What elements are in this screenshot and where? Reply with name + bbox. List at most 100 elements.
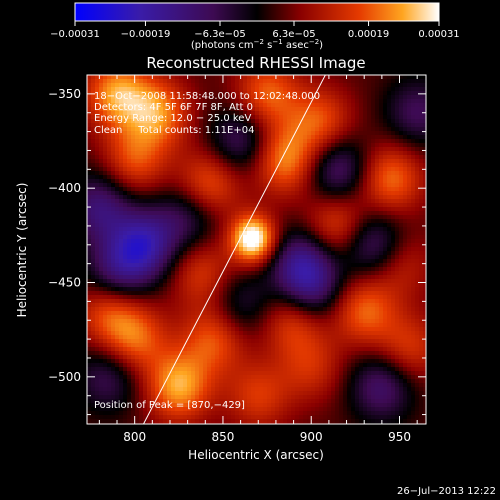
heatmap-cell [311, 191, 316, 196]
heatmap-cell [179, 167, 184, 172]
heatmap-cell [375, 151, 380, 156]
heatmap-cell [351, 99, 356, 104]
heatmap-cell [219, 187, 224, 192]
heatmap-cell [107, 79, 112, 84]
heatmap-cell [299, 187, 304, 192]
heatmap-cell [143, 95, 148, 100]
heatmap-cell [127, 147, 132, 152]
heatmap-cell [295, 115, 300, 120]
heatmap-cell [283, 287, 288, 292]
heatmap-cell [127, 259, 132, 264]
heatmap-cell [323, 151, 328, 156]
heatmap-cell [371, 87, 376, 92]
heatmap-cell [319, 255, 324, 260]
heatmap-cell [331, 291, 336, 296]
heatmap-cell [147, 231, 152, 236]
heatmap-cell [115, 163, 120, 168]
heatmap-cell [163, 151, 168, 156]
heatmap-cell [143, 295, 148, 300]
heatmap-cell [339, 119, 344, 124]
heatmap-cell [215, 191, 220, 196]
heatmap-cell [391, 159, 396, 164]
heatmap-cell [291, 279, 296, 284]
heatmap-cell [279, 279, 284, 284]
heatmap-cell [159, 303, 164, 308]
heatmap-cell [235, 299, 240, 304]
heatmap-cell [167, 267, 172, 272]
heatmap-cell [195, 139, 200, 144]
heatmap-cell [343, 207, 348, 212]
heatmap-cell [159, 231, 164, 236]
heatmap-cell [219, 143, 224, 148]
heatmap-cell [271, 299, 276, 304]
heatmap-cell [295, 299, 300, 304]
heatmap-cell [207, 123, 212, 128]
heatmap-cell [323, 275, 328, 280]
heatmap-cell [399, 231, 404, 236]
heatmap-cell [111, 255, 116, 260]
heatmap-cell [119, 231, 124, 236]
heatmap-cell [247, 255, 252, 260]
heatmap-cell [99, 191, 104, 196]
heatmap-cell [251, 95, 256, 100]
heatmap-cell [323, 155, 328, 160]
heatmap-cell [187, 131, 192, 136]
heatmap-cell [155, 227, 160, 232]
heatmap-cell [343, 191, 348, 196]
heatmap-cell [315, 163, 320, 168]
heatmap-cell [339, 267, 344, 272]
heatmap-cell [319, 243, 324, 248]
heatmap-cell [387, 99, 392, 104]
heatmap-cell [387, 179, 392, 184]
heatmap-cell [311, 159, 316, 164]
heatmap-cell [187, 155, 192, 160]
heatmap-cell [223, 295, 228, 300]
heatmap-cell [295, 227, 300, 232]
heatmap-cell [111, 195, 116, 200]
heatmap-cell [399, 199, 404, 204]
heatmap-cell [379, 275, 384, 280]
heatmap-cell [283, 231, 288, 236]
heatmap-cell [291, 259, 296, 264]
heatmap-cell [107, 107, 112, 112]
heatmap-cell [111, 187, 116, 192]
heatmap-cell [395, 215, 400, 220]
heatmap-cell [319, 75, 324, 80]
heatmap-cell [315, 219, 320, 224]
heatmap-cell [163, 211, 168, 216]
heatmap-cell [143, 255, 148, 260]
heatmap-cell [415, 247, 420, 252]
heatmap-cell [115, 239, 120, 244]
heatmap-cell [247, 295, 252, 300]
heatmap-cell [411, 119, 416, 124]
heatmap-cell [407, 263, 412, 268]
heatmap-cell [359, 223, 364, 228]
heatmap-cell [163, 239, 168, 244]
heatmap-cell [183, 103, 188, 108]
heatmap-cell [131, 267, 136, 272]
heatmap-cell [279, 275, 284, 280]
heatmap-cell [315, 123, 320, 128]
heatmap-cell [231, 159, 236, 164]
heatmap-cell [407, 191, 412, 196]
heatmap-cell [115, 143, 120, 148]
heatmap-cell [215, 303, 220, 308]
heatmap-cell [415, 211, 420, 216]
heatmap-cell [347, 135, 352, 140]
heatmap-cell [219, 219, 224, 224]
heatmap-cell [215, 259, 220, 264]
heatmap-cell [351, 287, 356, 292]
heatmap-cell [383, 83, 388, 88]
heatmap-cell [115, 99, 120, 104]
heatmap-cell [139, 191, 144, 196]
heatmap-cell [135, 107, 140, 112]
heatmap-cell [203, 251, 208, 256]
heatmap-cell [359, 283, 364, 288]
heatmap-cell [171, 303, 176, 308]
heatmap-cell [291, 247, 296, 252]
heatmap-cell [139, 175, 144, 180]
heatmap-cell [295, 267, 300, 272]
heatmap-cell [103, 151, 108, 156]
heatmap-cell [95, 83, 100, 88]
heatmap-cell [131, 195, 136, 200]
